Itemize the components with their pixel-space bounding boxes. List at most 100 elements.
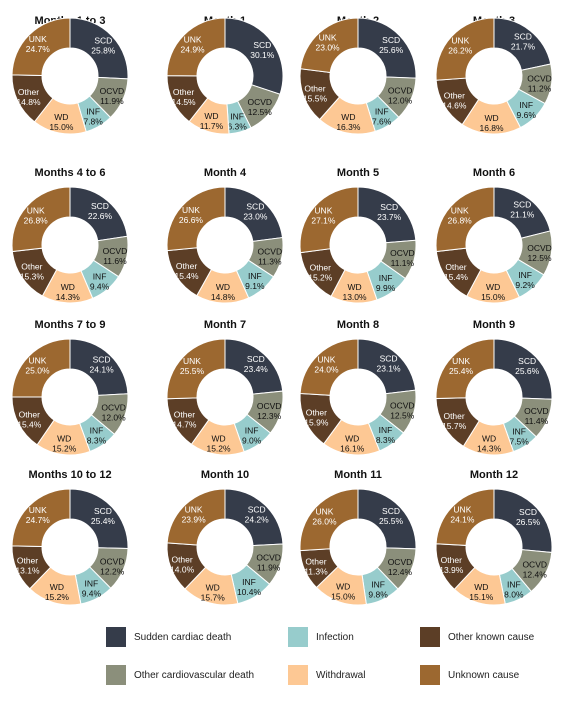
slice-label-ocvd: OCVD 12.0% [388,86,413,106]
slice-label-scd: SCD 24.1% [90,355,115,375]
legend-swatch [106,665,126,685]
slice-label-scd: SCD 30.1% [250,40,275,60]
slice-label-scd: SCD 24.2% [245,505,270,525]
slice-label-wd: WD 14.8% [211,282,236,302]
legend-item-other-cardiovascular-death: Other cardiovascular death [106,665,254,685]
legend-item-infection: Infection [288,627,354,647]
slice-label-scd: SCD 23.4% [244,354,269,374]
slice-label-other: Other 15.4% [444,262,469,282]
slice-label-other: Other 15.9% [304,408,329,428]
slice-label-unk: UNK 25.5% [180,356,205,376]
donut-month-6: Month 6 SCD 21.1% OCVD 12.5% INF 9.2% WD 15.0% Ot… [435,167,553,304]
slice-label-wd: WD 16.1% [340,434,365,454]
donut-month-2: Month 2SCD25.6%OCVD12.0%INF7.6%WD16.3%Ot… [299,15,417,135]
slice-label-wd: WD 16.8% [479,113,504,133]
donut-month-3: Month 3SCD21.7%OCVD11.2%INF9.6%WD16.8%Ot… [435,15,553,135]
legend-swatch [420,627,440,647]
legend-item-other-known-cause: Other known cause [420,627,534,647]
chart-title: Months 10 to 12 [28,469,111,481]
slice-label-wd: WD 15.7% [201,582,226,602]
slice-label-unk: UNK 24.1% [450,505,475,525]
slice-unk [435,488,495,546]
slice-label-ocvd: OCVD 12.2% [100,556,125,576]
chart-title: Month 6 [473,167,515,179]
slice-label-unk: UNK 26.6% [179,205,204,225]
slice-unk [299,186,359,254]
donut-month-8: Month 8 SCD 23.1% OCVD 12.5% INF 8.3% WD 16.1% Ot… [299,319,417,456]
slice-label-inf: INF 7.8% [83,107,103,127]
slice-label-ocvd: OCVD 11.2% [527,74,552,94]
slice-scd [493,488,553,554]
slice-label-inf: INF 9.4% [90,271,110,291]
slice-label-scd: SCD 21.1% [510,200,535,220]
slice-label-scd: SCD 22.6% [88,201,113,221]
slice-label-scd: SCD 25.6% [379,35,404,55]
donut-months-7-to-9: Months 7 to 9 SCD 24.1% OCVD 12.0% INF 8.3% WD 1… [11,319,129,456]
legend-swatch [106,627,126,647]
slice-unk [299,17,359,74]
legend-label: Infection [316,631,354,643]
slice-label-inf: INF 10.4% [237,577,262,597]
slice-label-ocvd: OCVD 12.5% [248,97,273,117]
donut-month-9: Month 9 SCD 25.6% OCVD 11.4%INF 7.5% WD 14.3% Ot… [435,319,553,456]
slice-label-wd: WD 11.7% [200,111,224,131]
slice-label-wd: WD 15.2% [45,582,70,602]
slice-label-other: Other 13.9% [439,555,464,575]
donut-months-1-to-3: Months 1 to 3SCD25.8%OCVD11.9%INF7.8%WD1… [11,15,129,135]
slice-unk [11,488,71,547]
slice-unk [299,338,359,396]
slice-label-other: Other 14.6% [442,90,467,110]
slice-unk [435,186,495,253]
chart-title: Month 10 [201,469,249,481]
slice-label-other: Other 15.3% [20,262,45,282]
slice-label-other: Other 15.4% [17,409,42,429]
slice-label-scd: SCD 25.6% [515,356,540,376]
slice-label-unk: UNK 26.8% [448,205,473,225]
slice-label-ocvd: OCVD 12.5% [527,243,552,263]
slice-label-wd: WD 15.2% [52,434,77,454]
slice-label-inf: INF 8.3% [87,426,107,446]
slice-label-unk: UNK 23.0% [316,32,341,52]
slice-label-inf: INF 9.6% [517,100,537,120]
slice-label-ocvd: OCVD 12.0% [101,402,126,422]
slice-label-ocvd: OCVD 12.4% [522,559,547,579]
slice-label-ocvd: OCVD 11.9% [256,553,281,573]
slice-label-other: Other 15.4% [174,261,199,281]
slice-label-other: Other 14.0% [170,555,195,575]
slice-label-scd: SCD 25.4% [91,506,116,526]
slice-label-wd: WD 14.3% [56,282,81,302]
donut-month-10: Month 10 SCD 24.2% OCVD 11.9% INF 10.4% WD 15.7%… [166,469,284,606]
slice-label-inf: INF 9.8% [368,579,388,599]
donut-chart-grid: Months 1 to 3SCD25.8%OCVD11.9%INF7.8%WD1… [11,15,553,606]
slice-label-wd: WD 15.0% [331,582,356,602]
slice-label-inf: INF 9.9% [376,273,396,293]
donut-month-7: Month 7 SCD 23.4% OCVD 12.3% INF 9.0% WD 15.2% Ot… [166,319,284,456]
donut-month-11: Month 11 SCD 25.5% OCVD 12.4%INF 9.8% WD 15.0%O… [299,469,417,606]
slice-unk [11,186,71,253]
slice-unk [166,17,226,77]
legend-label: Withdrawal [316,669,366,681]
slice-label-inf: INF 8.3% [376,425,396,445]
slice-label-inf: INF 9.4% [82,579,102,599]
slice-label-ocvd: OCVD 11.3% [258,246,283,266]
slice-label-unk: UNK 23.9% [182,504,207,524]
slice-label-inf: INF 6.3% [227,111,247,131]
slice-label-ocvd: OCVD 11.9% [100,86,125,106]
slice-label-inf: INF 7.6% [372,106,392,126]
donut-month-5: Month 5 SCD 23.7% OCVD 11.1% INF 9.9% WD 13.0% Ot… [299,167,417,304]
slice-unk [435,338,495,400]
slice-label-scd: SCD 23.1% [376,354,401,374]
slice-label-wd: WD 15.1% [469,582,494,602]
legend-label: Other known cause [448,631,535,643]
slice-label-unk: UNK 26.8% [24,205,49,225]
donut-month-12: Month 12 SCD 26.5% OCVD 12.4%INF 8.0% WD 15.1%O… [435,469,553,606]
slice-label-inf: INF 8.0% [504,579,524,599]
slice-label-inf: INF 9.1% [245,271,265,291]
slice-label-ocvd: OCVD 12.4% [388,557,413,577]
legend-item-sudden-cardiac-death: Sudden cardiac death [106,627,231,647]
chart-title: Month 12 [470,469,518,481]
slice-label-scd: SCD 25.8% [91,35,116,55]
slice-label-other: Other 14.5% [172,87,197,107]
chart-title: Month 7 [204,319,246,331]
chart-title: Months 7 to 9 [35,319,106,331]
